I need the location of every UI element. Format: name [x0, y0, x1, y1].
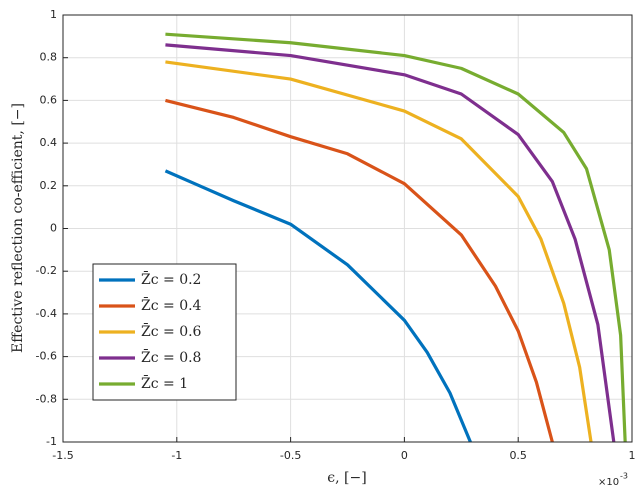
x-axis-label: ϵ, [−]: [327, 470, 366, 486]
x-tick-label: 0: [401, 449, 408, 462]
line-series: [165, 98, 554, 443]
y-tick-label: -0.4: [36, 307, 57, 320]
y-tick-label: 0.8: [40, 51, 58, 64]
legend-label: Z̄c = 0.4: [141, 296, 202, 314]
y-axis-label: Effective reflection co-efficient, [−]: [10, 103, 26, 353]
x-multiplier: ×10: [598, 477, 619, 488]
y-tick-label: -0.8: [36, 392, 57, 405]
x-tick-label: 0.5: [509, 449, 527, 462]
y-tick-label: 0.6: [40, 93, 58, 106]
legend-label: Z̄c = 0.8: [141, 348, 201, 366]
plot-frame: [62, 14, 633, 443]
x-tick-label: -1.5: [52, 449, 73, 462]
y-tick-label: -1: [46, 435, 57, 448]
y-tick-label: 0.2: [40, 179, 58, 192]
y-tick-label: 0: [50, 222, 57, 235]
y-tick-label: -0.2: [36, 264, 57, 277]
line-series: [164, 169, 472, 443]
x-tick-label: -0.5: [280, 449, 301, 462]
x-multiplier-exponent: -3: [620, 472, 628, 481]
line-series: [165, 60, 593, 443]
x-tick-label: -1: [171, 449, 182, 462]
y-tick-label: 0.4: [40, 136, 58, 149]
x-tick-label: 1: [629, 449, 636, 462]
line-series: [165, 43, 616, 443]
legend-label: Z̄c = 1: [141, 374, 188, 392]
y-tick-label: 1: [50, 8, 57, 21]
y-tick-label: -0.6: [36, 350, 57, 363]
line-series: [165, 32, 627, 443]
legend-label: Z̄c = 0.2: [141, 270, 201, 288]
legend-label: Z̄c = 0.6: [141, 322, 202, 340]
